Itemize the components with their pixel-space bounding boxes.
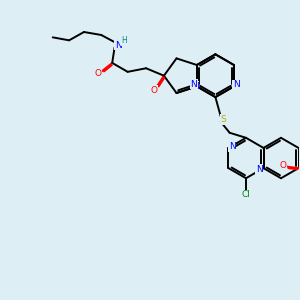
Text: N: N: [256, 165, 262, 174]
Text: N: N: [192, 82, 199, 91]
Text: O: O: [280, 161, 286, 170]
Text: N: N: [190, 80, 197, 88]
Text: S: S: [220, 115, 226, 124]
Text: H: H: [121, 36, 127, 45]
Text: N: N: [115, 40, 122, 50]
Text: O: O: [95, 69, 102, 78]
Text: N: N: [233, 80, 240, 89]
Text: O: O: [150, 86, 157, 95]
Text: N: N: [229, 142, 236, 151]
Text: Cl: Cl: [242, 190, 250, 200]
